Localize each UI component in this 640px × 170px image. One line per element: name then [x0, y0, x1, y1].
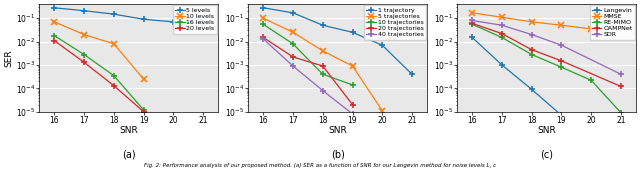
- 20 levels: [110, 85, 118, 87]
- X-axis label: SNR: SNR: [537, 126, 556, 135]
- Line: 40 trajectories: 40 trajectories: [260, 36, 355, 117]
- Langevin: [498, 64, 506, 66]
- 1 trajectory: [349, 31, 356, 33]
- SDR: [498, 24, 506, 26]
- Text: Fig. 2: Performance analysis of our proposed method. (a) SER as a function of SN: Fig. 2: Performance analysis of our prop…: [144, 163, 496, 168]
- 40 trajectories: [349, 113, 356, 115]
- Text: (b): (b): [331, 150, 344, 160]
- RE-MIMO: [468, 23, 476, 25]
- Legend: Langevin, MMSE, RE-MIMO, OAMPNet, SDR: Langevin, MMSE, RE-MIMO, OAMPNet, SDR: [589, 5, 635, 40]
- Line: 5 trajectories: 5 trajectories: [260, 15, 385, 114]
- Line: 10 levels: 10 levels: [52, 19, 147, 82]
- 5 levels: [80, 10, 88, 12]
- RE-MIMO: [588, 79, 595, 81]
- Line: MMSE: MMSE: [469, 10, 594, 32]
- 1 trajectory: [378, 44, 386, 46]
- Line: OAMPNet: OAMPNet: [469, 21, 624, 89]
- 20 trajectories: [289, 56, 297, 58]
- RE-MIMO: [617, 112, 625, 114]
- OAMPNet: [557, 60, 565, 62]
- Legend: 1 trajectory, 5 trajectories, 10 trajectories, 20 trajectories, 40 trajectories: 1 trajectory, 5 trajectories, 10 traject…: [364, 5, 426, 40]
- 10 trajectories: [349, 84, 356, 86]
- SDR: [557, 44, 565, 46]
- X-axis label: SNR: SNR: [119, 126, 138, 135]
- Line: SDR: SDR: [469, 18, 624, 77]
- MMSE: [468, 12, 476, 14]
- Text: (a): (a): [122, 150, 136, 160]
- 5 trajectories: [378, 110, 386, 112]
- 40 trajectories: [259, 38, 267, 40]
- 5 trajectories: [259, 17, 267, 19]
- 10 trajectories: [259, 23, 267, 25]
- Line: 5 levels: 5 levels: [52, 5, 206, 26]
- 5 levels: [170, 21, 177, 23]
- 10 levels: [51, 21, 58, 23]
- Line: RE-MIMO: RE-MIMO: [469, 22, 624, 116]
- 16 levels: [110, 75, 118, 77]
- 5 levels: [140, 18, 147, 20]
- 20 trajectories: [349, 104, 356, 106]
- 5 levels: [51, 7, 58, 9]
- 20 levels: [80, 61, 88, 63]
- 40 trajectories: [289, 65, 297, 67]
- RE-MIMO: [528, 54, 536, 56]
- Line: 10 trajectories: 10 trajectories: [260, 22, 355, 88]
- RE-MIMO: [557, 66, 565, 68]
- 1 trajectory: [259, 7, 267, 9]
- 1 trajectory: [319, 24, 326, 26]
- 1 trajectory: [408, 73, 416, 75]
- OAMPNet: [617, 86, 625, 88]
- Langevin: [557, 114, 565, 116]
- MMSE: [498, 16, 506, 18]
- 5 trajectories: [289, 31, 297, 33]
- MMSE: [557, 24, 565, 26]
- Line: Langevin: Langevin: [469, 35, 564, 118]
- SDR: [468, 20, 476, 22]
- Langevin: [468, 36, 476, 38]
- 16 levels: [51, 35, 58, 37]
- 10 levels: [110, 43, 118, 45]
- Text: (c): (c): [540, 150, 553, 160]
- 5 levels: [199, 22, 207, 24]
- OAMPNet: [468, 22, 476, 24]
- Line: 16 levels: 16 levels: [52, 33, 147, 113]
- Line: 20 levels: 20 levels: [52, 38, 147, 114]
- 5 levels: [110, 13, 118, 15]
- 10 levels: [80, 33, 88, 36]
- SDR: [617, 73, 625, 75]
- 16 levels: [140, 109, 147, 111]
- 20 trajectories: [319, 65, 326, 67]
- MMSE: [588, 28, 595, 30]
- 40 trajectories: [319, 90, 326, 92]
- OAMPNet: [498, 33, 506, 35]
- Y-axis label: SER: SER: [4, 49, 13, 67]
- RE-MIMO: [498, 36, 506, 38]
- 20 levels: [51, 40, 58, 42]
- 16 levels: [80, 54, 88, 56]
- Legend: 5 levels, 10 levels, 16 levels, 20 levels: 5 levels, 10 levels, 16 levels, 20 level…: [173, 5, 217, 33]
- SDR: [528, 33, 536, 36]
- Line: 1 trajectory: 1 trajectory: [260, 5, 415, 77]
- X-axis label: SNR: SNR: [328, 126, 347, 135]
- 20 trajectories: [259, 36, 267, 38]
- 5 trajectories: [319, 50, 326, 52]
- OAMPNet: [528, 49, 536, 51]
- Line: 20 trajectories: 20 trajectories: [260, 35, 355, 107]
- MMSE: [528, 21, 536, 23]
- 1 trajectory: [289, 12, 297, 14]
- 10 trajectories: [289, 43, 297, 45]
- 10 trajectories: [319, 73, 326, 75]
- 5 trajectories: [349, 65, 356, 67]
- 20 levels: [140, 111, 147, 113]
- 10 levels: [140, 78, 147, 80]
- Langevin: [528, 88, 536, 90]
